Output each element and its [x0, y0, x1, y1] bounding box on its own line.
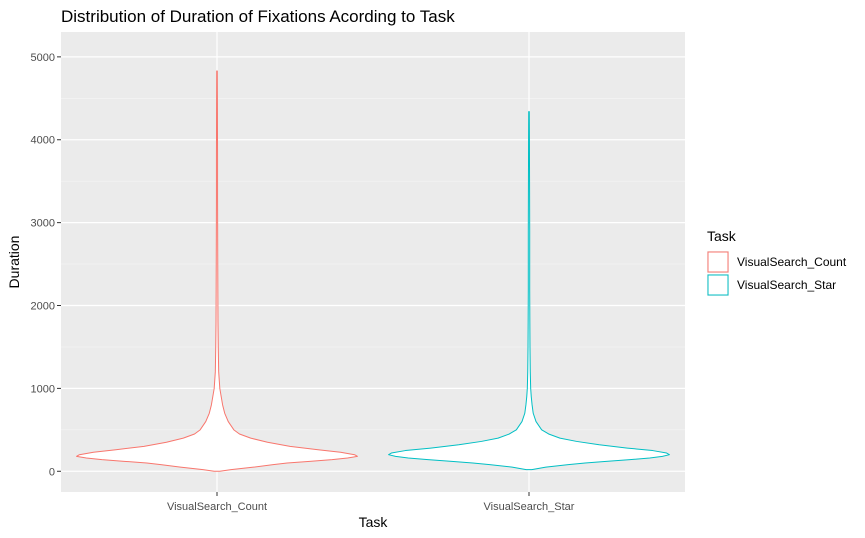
chart-title: Distribution of Duration of Fixations Ac…	[61, 7, 455, 26]
legend: Task VisualSearch_Count VisualSearch_Star	[707, 228, 847, 296]
y-tick-label: 0	[49, 466, 55, 478]
y-tick-label: 1000	[31, 383, 55, 395]
x-tick-label: VisualSearch_Count	[167, 501, 267, 513]
y-tick-label: 5000	[31, 52, 55, 64]
y-axis-ticks: 0 1000 2000 3000 4000 5000	[31, 52, 61, 478]
plot-panel	[61, 32, 685, 492]
legend-entries: VisualSearch_Count VisualSearch_Star	[707, 251, 847, 296]
legend-key	[707, 274, 729, 296]
y-tick-label: 2000	[31, 301, 55, 313]
violin-VisualSearch_Count	[76, 70, 358, 472]
y-axis-title: Duration	[6, 236, 22, 289]
legend-key	[707, 251, 729, 273]
y-tick-label: 4000	[31, 135, 55, 147]
legend-label: VisualSearch_Star	[737, 278, 836, 292]
y-tick-label: 3000	[31, 218, 55, 230]
violin-VisualSearch_Star	[388, 111, 670, 471]
x-tick-label: VisualSearch_Star	[484, 501, 575, 513]
legend-title: Task	[707, 228, 737, 244]
violins	[76, 70, 670, 472]
legend-label: VisualSearch_Count	[737, 255, 847, 269]
x-axis-title: Task	[359, 514, 389, 530]
x-axis-ticks: VisualSearch_Count VisualSearch_Star	[167, 492, 575, 513]
